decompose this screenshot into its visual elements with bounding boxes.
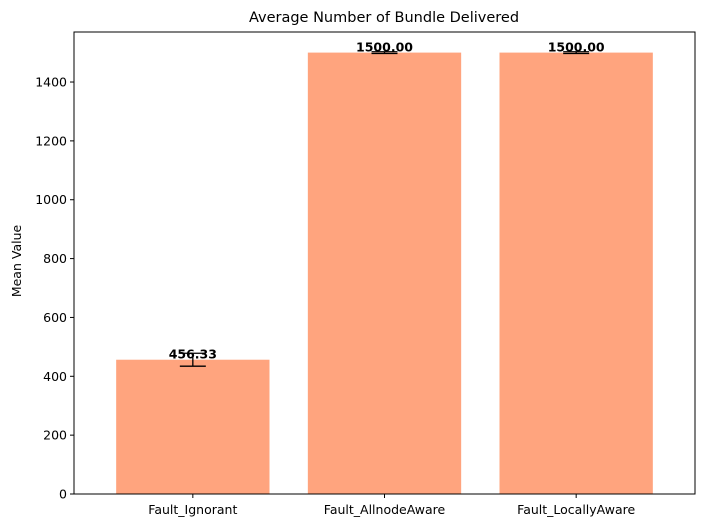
y-tick-label: 400 <box>43 369 67 384</box>
bar-1 <box>307 52 462 494</box>
data-labels: 456.33 1500.00 1500.00 <box>169 40 605 362</box>
data-label-2: 1500.00 <box>548 40 605 55</box>
y-tick-label: 1400 <box>35 75 67 90</box>
chart-title: Average Number of Bundle Delivered <box>249 10 519 26</box>
x-axis-ticks: Fault_Ignorant Fault_AllnodeAware Fault_Lo… <box>148 494 635 517</box>
data-label-0: 456.33 <box>169 347 217 362</box>
y-tick-label: 200 <box>43 428 67 443</box>
bar-0 <box>116 359 270 494</box>
y-tick-label: 800 <box>43 251 67 266</box>
error-bars <box>179 51 590 367</box>
data-label-1: 1500.00 <box>356 40 413 55</box>
plot-frame <box>73 31 696 495</box>
x-tick-label: Fault_AllnodeAware <box>324 502 446 517</box>
bar-2 <box>499 52 653 494</box>
x-tick-label: Fault_LocallyAware <box>517 502 635 517</box>
y-tick-label: 600 <box>43 310 67 325</box>
y-axis-ticks: 0 200 400 600 800 1000 1200 1400 <box>35 75 74 502</box>
x-tick-label: Fault_Ignorant <box>148 502 237 517</box>
y-tick-label: 1000 <box>35 192 67 207</box>
y-axis-label: Mean Value <box>9 225 24 298</box>
bars <box>116 52 653 494</box>
y-tick-label: 1200 <box>35 133 67 148</box>
y-tick-label: 0 <box>59 487 67 502</box>
